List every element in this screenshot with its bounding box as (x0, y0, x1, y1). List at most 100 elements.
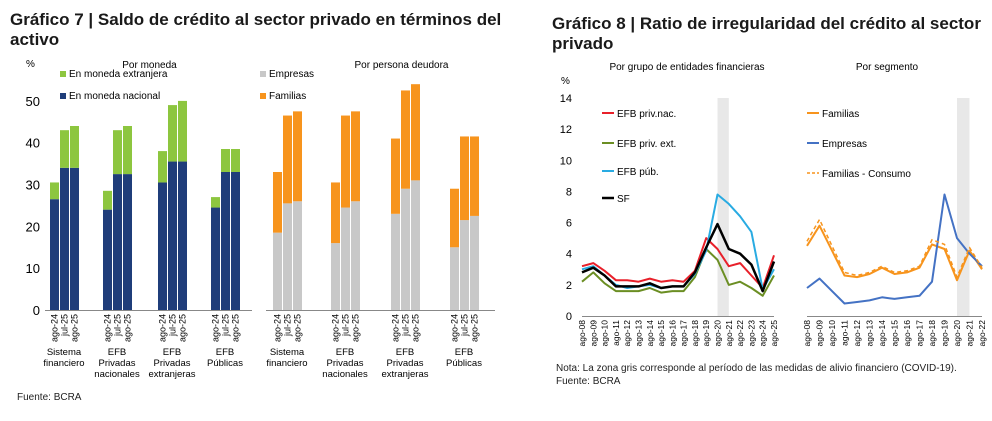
chart7-bar-segment (293, 111, 302, 202)
chart8-series-line (581, 222, 776, 293)
chart7-legend-label: En moneda extranjera (69, 69, 168, 80)
chart7-x-group-label: Privadas (154, 358, 191, 369)
chart8-x-tick-label: ago-18 (690, 320, 700, 347)
chart7-bar-segment (211, 207, 220, 310)
chart7-bar-segment (168, 161, 177, 310)
chart7-y-tick-label: 50 (26, 94, 40, 109)
chart8-x-tick-label: ago-22 (735, 320, 745, 347)
chart7-bar-segment (460, 136, 469, 221)
chart7-bar-segment (50, 182, 59, 200)
chart7-bar-segment (221, 149, 230, 172)
chart7-x-period-label: ago-25 (178, 314, 188, 342)
chart8-x-tick-label: ago-11 (611, 320, 621, 346)
chart7-x-period-label: jul-25 (113, 314, 123, 337)
chart8-x-tick-label: ago-25 (769, 320, 779, 347)
chart7-bar-segment (123, 126, 132, 175)
chart8-x-tick-label: ago-12 (852, 320, 862, 347)
chart8-legend-label: EFB púb. (617, 167, 659, 178)
chart7-x-group-label: Privadas (387, 358, 424, 369)
chart8-x-tick-label: ago-14 (877, 320, 887, 347)
chart8-relief-shade (957, 98, 970, 316)
chart7-x-period-label: jul-25 (401, 314, 411, 337)
chart7-bar-segment (50, 199, 59, 310)
chart7-x-period-label: ago-24 (103, 314, 113, 342)
chart7-x-group-label: financiero (43, 358, 84, 369)
chart7-legend-swatch (260, 71, 266, 77)
chart7-x-period-label: jul-25 (341, 314, 351, 337)
chart7-x-period-label: jul-25 (460, 314, 470, 337)
chart8-x-tick-label: ago-15 (656, 320, 666, 347)
chart8-x-tick-label: ago-10 (827, 320, 837, 347)
chart7-bar-segment (293, 201, 302, 310)
chart8-x-tick-label: ago-21 (724, 320, 734, 347)
chart8-x-tick-label: ago-16 (902, 320, 912, 347)
chart8-x-tick-label: ago-22 (977, 320, 987, 347)
chart7-x-group-label: Privadas (327, 358, 364, 369)
chart7-y-unit: % (26, 59, 35, 70)
chart7-x-group-label: EFB (396, 347, 414, 358)
chart8-legend-label: Empresas (822, 139, 867, 150)
chart7-bar-segment (351, 201, 360, 310)
chart8-legend-label: EFB priv. ext. (617, 139, 676, 150)
chart7-x-period-label: ago-25 (470, 314, 480, 342)
chart7-bar-segment (113, 174, 122, 310)
chart8-y-tick-label: 8 (566, 186, 572, 198)
chart7-x-period-label: ago-25 (70, 314, 80, 342)
chart7-bar-segment (341, 207, 350, 310)
chart7-bar-segment (70, 167, 79, 310)
chart8-y-tick-label: 2 (566, 280, 572, 292)
chart7-legend-swatch (60, 71, 66, 77)
chart7-x-period-label: ago-24 (50, 314, 60, 342)
chart7-bar-segment (401, 188, 410, 310)
chart7-bar-segment (470, 215, 479, 310)
chart7-x-group-label: nacionales (322, 369, 368, 380)
chart8-y-tick-label: 10 (560, 155, 572, 167)
chart7-x-period-label: ago-25 (411, 314, 421, 342)
chart7-bar-segment (331, 243, 340, 310)
chart8-series-line (806, 224, 983, 282)
chart7-x-group-label: Sistema (47, 347, 82, 358)
chart8-x-tick-label: ago-24 (758, 320, 768, 347)
chart8-legend-label: Familias (822, 109, 859, 120)
chart8-legend-label: SF (617, 194, 630, 205)
chart7-x-group-label: Públicas (446, 358, 482, 369)
chart8-x-tick-label: ago-20 (952, 320, 962, 347)
chart8-x-tick-label: ago-16 (667, 320, 677, 347)
chart7-title: Gráfico 7 | Saldo de crédito al sector p… (10, 10, 502, 49)
chart8-title: Gráfico 8 | Ratio de irregularidad del c… (552, 14, 981, 53)
chart7-bar-segment (391, 138, 400, 214)
chart8-legend-label: EFB priv.nac. (617, 109, 676, 120)
chart7-panel-subtitle: Por persona deudora (355, 60, 449, 71)
chart7-bar-segment (168, 105, 177, 162)
chart7-panel-subtitle: Por moneda (122, 60, 177, 71)
chart7-bar-segment (450, 188, 459, 248)
chart7-x-period-label: ago-24 (273, 314, 283, 342)
chart7-bar-segment (60, 130, 69, 168)
chart7-bar-segment (401, 90, 410, 189)
chart7-bar-segment (391, 213, 400, 310)
chart8-x-tick-label: ago-09 (588, 320, 598, 347)
chart7-x-period-label: jul-25 (283, 314, 293, 337)
chart7-x-group-label: EFB (108, 347, 126, 358)
chart7-bar-segment (221, 172, 230, 310)
chart7-legend-label: Empresas (269, 69, 314, 80)
chart7-bar-segment (178, 100, 187, 162)
chart7-bar-segment (470, 136, 479, 216)
chart7-bar-segment (103, 209, 112, 310)
chart8-series-line (806, 193, 983, 305)
chart8-series-line (581, 237, 775, 289)
chart7-legend-label: Familias (269, 91, 306, 102)
chart7-bar-segment (283, 203, 292, 310)
chart7-x-group-label: EFB (455, 347, 473, 358)
chart8-x-tick-label: ago-14 (645, 320, 655, 347)
chart8-y-tick-label: 4 (566, 249, 572, 261)
chart8-relief-shade (717, 98, 729, 316)
chart7-bar-segment (231, 149, 240, 172)
chart7-bar-segment (178, 161, 187, 310)
chart7-y-tick-label: 10 (26, 261, 40, 276)
chart7-x-group-label: EFB (216, 347, 234, 358)
chart8-x-tick-label: ago-15 (890, 320, 900, 347)
chart7-x-group-label: nacionales (94, 369, 140, 380)
chart7-bar-segment (103, 190, 112, 210)
